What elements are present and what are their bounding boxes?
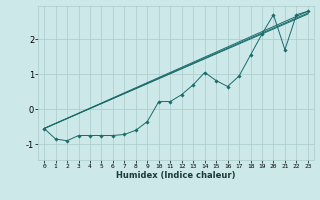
X-axis label: Humidex (Indice chaleur): Humidex (Indice chaleur) (116, 171, 236, 180)
